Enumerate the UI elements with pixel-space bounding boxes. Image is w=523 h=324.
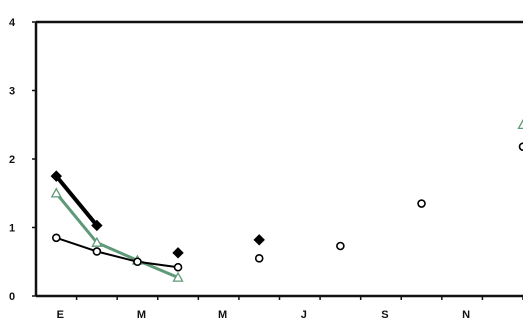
y-tick-label: 3 — [9, 86, 15, 98]
x-tick-label: J — [301, 309, 307, 321]
series-open-triangle-line — [54, 191, 99, 245]
circle-point — [133, 257, 142, 267]
diamond-point — [253, 234, 265, 246]
diamond-point — [172, 247, 184, 259]
series-open-circle-line — [136, 260, 180, 269]
y-tick-label: 4 — [9, 17, 16, 29]
x-tick-label: S — [381, 309, 388, 321]
circle-point — [92, 247, 102, 256]
circle-point — [417, 199, 426, 208]
circle-point — [51, 233, 61, 243]
series-lines — [54, 174, 180, 280]
y-tick-label: 0 — [9, 291, 15, 303]
triangle-point — [50, 187, 62, 198]
tick-labels: 0 1 2 3 4 E M M J S N — [9, 17, 470, 321]
triangle-point — [517, 118, 523, 130]
y-tick-label: 1 — [9, 223, 15, 235]
x-tick-label: N — [462, 309, 470, 321]
series-open-triangle-line — [95, 241, 139, 262]
diamond-point — [50, 170, 62, 182]
series-markers — [50, 118, 523, 282]
circle-point — [336, 241, 345, 251]
series-open-circle-line — [95, 250, 139, 263]
x-tick-label: E — [57, 309, 64, 321]
x-tick-label: M — [137, 309, 146, 321]
x-tick-label: M — [218, 309, 227, 321]
circle-point — [254, 254, 264, 263]
y-tick-label: 2 — [9, 154, 15, 166]
diamond-point — [91, 219, 103, 232]
circle-point — [173, 262, 183, 272]
triangle-point — [91, 236, 103, 247]
circle-point — [518, 142, 523, 151]
axes — [32, 20, 523, 300]
series-open-circle-line — [55, 236, 98, 253]
series-filled-diamond-line — [54, 174, 99, 228]
triangle-point — [172, 271, 184, 282]
